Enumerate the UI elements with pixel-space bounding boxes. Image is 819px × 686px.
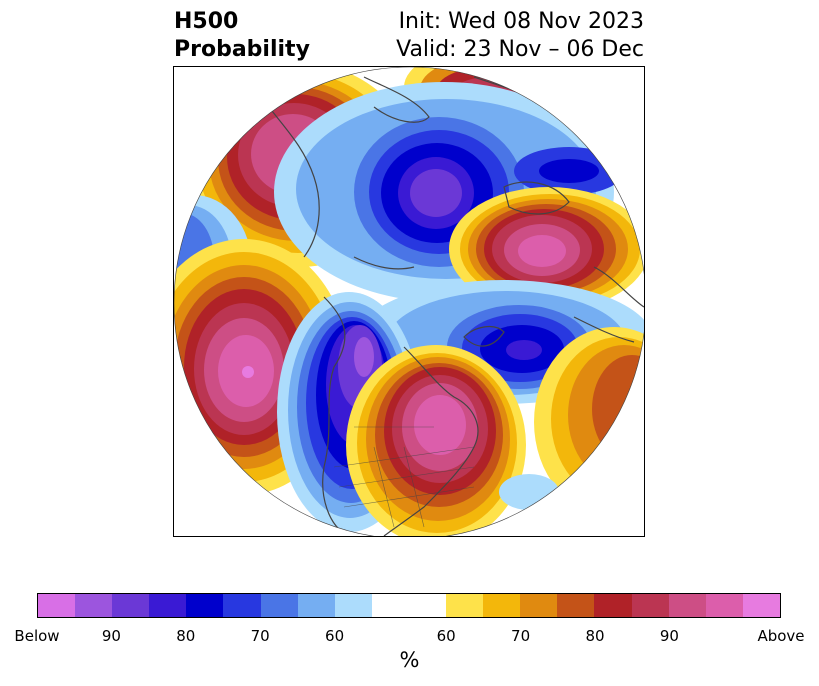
probability-map — [173, 66, 645, 537]
colorbar-segment-above-5 — [631, 594, 669, 617]
colorbar-segment-above-3 — [557, 594, 595, 617]
grid-lines — [333, 426, 475, 528]
colorbar-segment-neutral — [371, 594, 447, 617]
colorbar-segment-below-0 — [38, 594, 76, 617]
anomaly-below-south — [499, 474, 559, 510]
colorbar-segment-above-6 — [668, 594, 706, 617]
colorbar-unit-label: % — [399, 648, 420, 672]
title-left: H500 Probability — [174, 8, 310, 64]
variable-title: H500 — [174, 9, 239, 34]
colorbar-segment-above-0 — [446, 594, 484, 617]
colorbar-segment-above-2 — [520, 594, 558, 617]
colorbar-tick-label: 80 — [176, 627, 196, 645]
colorbar-segment-above-1 — [483, 594, 521, 617]
colorbar-tick-label: 80 — [585, 627, 605, 645]
colorbar-ticks: Below 90 80 70 60 60 70 80 90 Above — [14, 627, 804, 647]
colorbar-tick-label: 60 — [436, 627, 456, 645]
colorbar — [37, 593, 781, 618]
colorbar-tick-label: Above — [757, 627, 805, 645]
colorbar-segment-below-1 — [75, 594, 113, 617]
title-right: Init: Wed 08 Nov 2023 Valid: 23 Nov – 06… — [396, 8, 644, 64]
colorbar-segment-below-4 — [186, 594, 224, 617]
colorbar-segment-below-7 — [297, 594, 335, 617]
colorbar-segment-above-4 — [594, 594, 632, 617]
colorbar-segment-below-2 — [112, 594, 150, 617]
init-date: Init: Wed 08 Nov 2023 — [398, 9, 644, 34]
colorbar-segment-below-3 — [149, 594, 187, 617]
colorbar-tick-label: 70 — [511, 627, 531, 645]
colorbar-tick-label: 70 — [250, 627, 270, 645]
colorbar-tick-label: Below — [14, 627, 60, 645]
colorbar-segment-below-6 — [260, 594, 298, 617]
colorbar-segment-above-7 — [705, 594, 743, 617]
map-svg — [174, 67, 644, 536]
valid-range: Valid: 23 Nov – 06 Dec — [396, 37, 644, 62]
colorbar-tick-label: 90 — [659, 627, 679, 645]
colorbar-segment-below-5 — [223, 594, 261, 617]
anomaly-above-europe — [449, 187, 644, 311]
colorbar-tick-label: 60 — [325, 627, 345, 645]
anomaly-above-east-na — [346, 345, 526, 536]
product-title: Probability — [174, 37, 310, 62]
colorbar-segment-below-8 — [334, 594, 372, 617]
colorbar-segment-above-8 — [742, 594, 780, 617]
colorbar-tick-label: 90 — [101, 627, 121, 645]
